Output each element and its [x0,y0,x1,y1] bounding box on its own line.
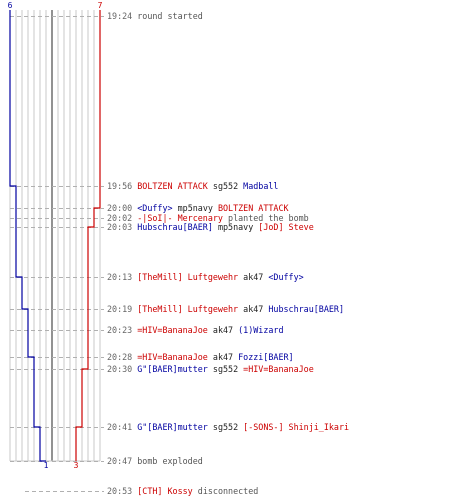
event-kill-steve: 20:03 Hubschrau[BAER] mp5navy [JoD] Stev… [107,223,314,232]
event-text: <Duffy> [268,272,304,282]
event-time: 19:24 [107,11,133,21]
event-time: 20:47 [107,456,133,466]
event-text: ak47 [207,352,239,362]
event-disconnect-kossy: 20:53 [CTH] Kossy disconnected [107,487,258,496]
event-text: =HIV=BananaJoe [132,352,208,362]
event-time: 20:23 [107,325,133,335]
event-kill-madball: 19:56 BOLTZEN ATTACK sg552 Madball [107,182,278,191]
event-kill-duffy: 20:13 [TheMill] Luftgewehr ak47 <Duffy> [107,273,304,282]
event-text: ak47 [207,325,239,335]
red-team-line [75,10,101,461]
event-time: 20:03 [107,222,133,232]
red-end-count: 3 [74,461,79,470]
event-time: 19:56 [107,181,133,191]
event-text: bomb exploded [132,456,203,466]
series-labels: 6 1 7 3 [8,1,103,470]
event-text: G"[BAER]mutter [132,364,208,374]
event-time: 20:19 [107,304,133,314]
event-text: sg552 [207,181,244,191]
event-text: (1)Wizard [238,325,284,335]
event-text: mp5navy [172,203,218,213]
event-text: G"[BAER]mutter [132,422,208,432]
event-guide-lines [10,16,104,492]
event-text: Hubschrau[BAER] [132,222,213,232]
event-text: [CTH] Kossy [132,486,193,496]
event-kill-fozzi: 20:28 =HIV=BananaJoe ak47 Fozzi[BAER] [107,353,294,362]
event-time: 20:00 [107,203,133,213]
event-kill-bananajoe: 20:30 G"[BAER]mutter sg552 =HIV=BananaJo… [107,365,314,374]
event-text: BOLTZEN ATTACK [217,203,289,213]
event-time: 20:41 [107,422,133,432]
event-time: 20:13 [107,272,133,282]
event-text: [TheMill] Luftgewehr [132,272,239,282]
red-start-count: 7 [98,1,103,10]
event-text: ak47 [238,304,269,314]
event-text: Madball [243,181,279,191]
event-kill-wizard: 20:23 =HIV=BananaJoe ak47 (1)Wizard [107,326,284,335]
event-bomb-exploded: 20:47 bomb exploded [107,457,203,466]
event-text: sg552 [207,422,244,432]
event-time: 20:30 [107,364,133,374]
event-text: Hubschrau[BAER] [268,304,345,314]
event-text: sg552 [207,364,244,374]
chart-grid [9,10,101,462]
event-text: [TheMill] Luftgewehr [132,304,239,314]
event-text: [-SONS-] Shinji_Ikari [243,422,350,432]
event-kill-shinji: 20:41 G"[BAER]mutter sg552 [-SONS-] Shin… [107,423,349,432]
event-text: planted the bomb [222,213,309,223]
blue-start-count: 6 [8,1,13,10]
event-text: =HIV=BananaJoe [132,325,208,335]
event-text: BOLTZEN ATTACK [132,181,208,191]
event-kill-hubschrau: 20:19 [TheMill] Luftgewehr ak47 Hubschra… [107,305,344,314]
event-bomb-planted: 20:02 -|SoI|- Mercenary planted the bomb [107,214,309,223]
event-text: disconnected [192,486,259,496]
event-text: Fozzi[BAER] [238,352,294,362]
event-text: -|SoI|- Mercenary [132,213,223,223]
event-text: <Duffy> [132,203,173,213]
event-round-started: 19:24 round started [107,12,203,21]
blue-team-line [9,10,46,462]
series-layer [9,10,101,462]
event-text: ak47 [238,272,269,282]
event-time: 20:53 [107,486,133,496]
event-text: mp5navy [212,222,259,232]
event-time: 20:02 [107,213,133,223]
event-text: =HIV=BananaJoe [243,364,314,374]
event-kill-boltzen: 20:00 <Duffy> mp5navy BOLTZEN ATTACK [107,204,289,213]
event-text: round started [132,11,203,21]
blue-end-count: 1 [44,461,49,470]
event-text: [JoD] Steve [258,222,314,232]
event-time: 20:28 [107,352,133,362]
